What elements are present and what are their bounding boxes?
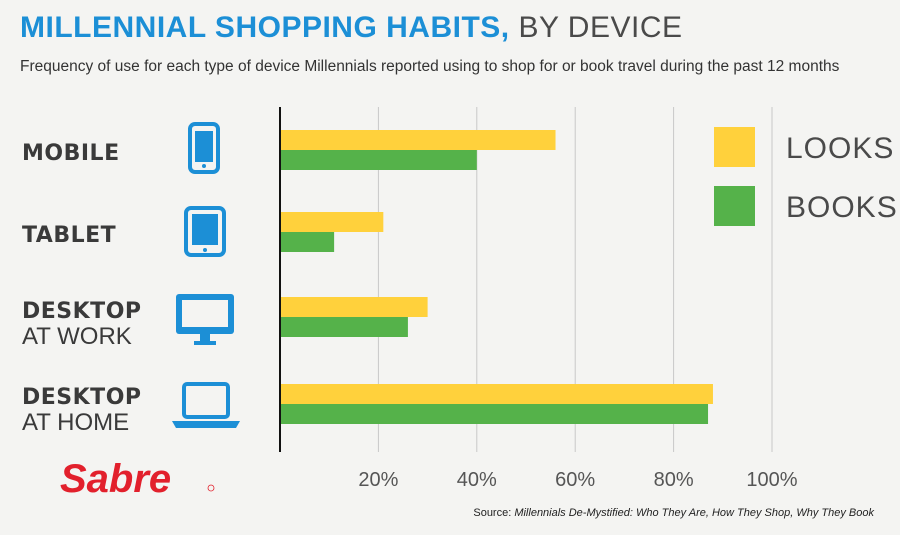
chart-title: MILLENNIAL SHOPPING HABITS, BY DEVICE bbox=[20, 10, 683, 46]
source-note: Source: Millennials De-Mystified: Who Th… bbox=[473, 507, 874, 519]
smartphone-icon bbox=[188, 122, 220, 174]
x-tick-label: 40% bbox=[457, 469, 497, 491]
legend: LOOKS BOOKS bbox=[714, 127, 898, 226]
category-sublabel: AT HOME bbox=[22, 409, 129, 436]
x-tick-label: 100% bbox=[746, 469, 797, 491]
desktop-monitor-icon bbox=[176, 294, 234, 345]
bars bbox=[280, 130, 713, 424]
category-label: DESKTOP bbox=[22, 299, 142, 324]
bar-books bbox=[280, 150, 477, 170]
title-main: MILLENNIAL SHOPPING HABITS, bbox=[20, 11, 510, 44]
bar-books bbox=[280, 317, 408, 337]
category-label: TABLET bbox=[22, 223, 116, 248]
legend-label-books: BOOKS bbox=[786, 191, 898, 224]
source-title: Millennials De-Mystified: Who They Are, … bbox=[514, 507, 874, 519]
bar-looks bbox=[280, 384, 713, 404]
bar-books bbox=[280, 404, 709, 424]
sabre-logo-graphic: Sabre bbox=[60, 457, 215, 501]
x-tick-label: 20% bbox=[358, 469, 398, 491]
bar-looks bbox=[280, 212, 384, 232]
legend-label-looks: LOOKS bbox=[786, 132, 894, 165]
laptop-icon bbox=[172, 382, 240, 428]
bar-looks bbox=[280, 130, 556, 150]
x-tick-labels: 20% 40% 60% 80% 100% bbox=[358, 469, 797, 491]
x-tick-label: 80% bbox=[654, 469, 694, 491]
category-sublabel: AT WORK bbox=[22, 323, 132, 350]
registered-mark-icon bbox=[207, 484, 215, 492]
sabre-logo: Sabre bbox=[58, 454, 218, 509]
category-label: MOBILE bbox=[22, 141, 120, 166]
device-icons bbox=[172, 122, 240, 428]
bar-books bbox=[280, 232, 335, 252]
category-label: DESKTOP bbox=[22, 385, 142, 410]
title-sub: BY DEVICE bbox=[518, 11, 683, 44]
logo-text: Sabre bbox=[60, 457, 171, 501]
legend-swatch-looks bbox=[714, 127, 755, 167]
source-prefix: Source: bbox=[473, 507, 515, 519]
bar-looks bbox=[280, 297, 428, 317]
x-tick-label: 60% bbox=[555, 469, 595, 491]
chart-subtitle: Frequency of use for each type of device… bbox=[20, 58, 840, 75]
legend-swatch-books bbox=[714, 186, 755, 226]
tablet-icon bbox=[184, 206, 226, 257]
